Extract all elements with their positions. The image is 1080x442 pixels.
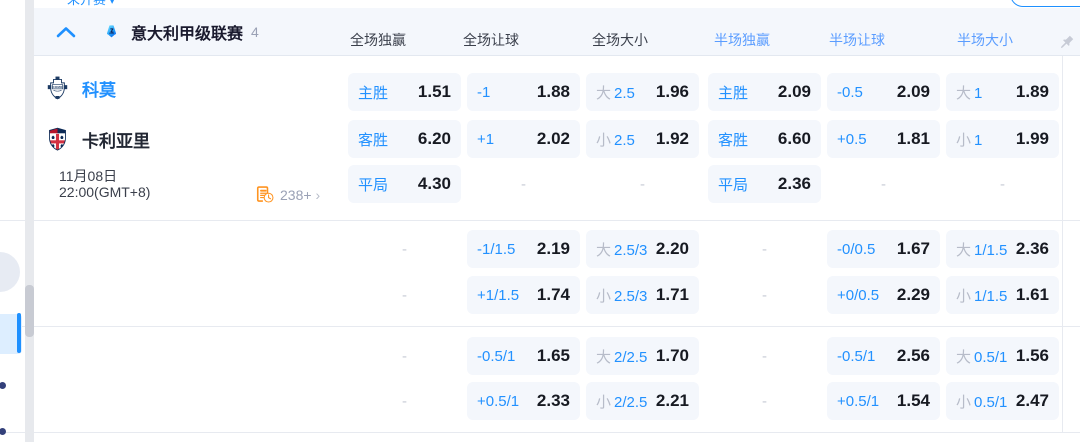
svg-text:COMO: COMO — [52, 85, 63, 89]
